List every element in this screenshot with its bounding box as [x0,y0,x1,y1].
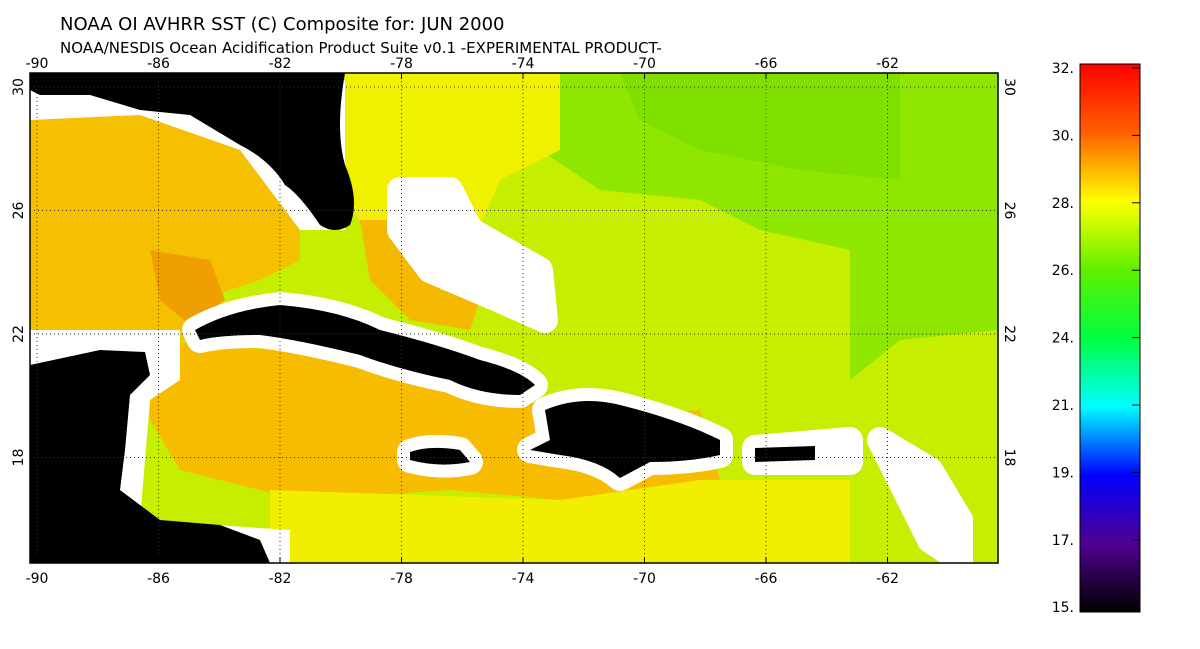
colorbar-label: 30. [1052,128,1074,144]
lon-label-bottom: -62 [876,571,899,587]
lon-label-bottom: -86 [147,571,170,587]
colorbar-label: 26. [1052,263,1074,279]
lon-label-bottom: -66 [755,571,778,587]
lon-label-top: -66 [755,56,778,72]
lat-label-right: 30 [1001,78,1017,96]
lon-label-top: -78 [390,56,413,72]
lon-label-top: -82 [269,56,292,72]
colorbar-label: 21. [1052,398,1074,414]
lon-label-top: -70 [633,56,656,72]
lon-label-top: -86 [147,56,170,72]
colorbar-label: 24. [1052,331,1074,347]
map-frame [29,72,999,564]
lat-label-left: 30 [11,78,27,96]
lon-label-bottom: -70 [633,571,656,587]
colorbar-label: 17. [1052,533,1074,549]
colorbar-label: 28. [1052,196,1074,212]
title: NOAA OI AVHRR SST (C) Composite for: JUN… [60,14,505,35]
sst-field [30,73,998,563]
colorbar-label: 32. [1052,61,1074,77]
subtitle: NOAA/NESDIS Ocean Acidification Product … [60,39,662,57]
colorbar-label: 19. [1052,465,1074,481]
lon-label-top: -90 [26,56,49,72]
lon-label-bottom: -90 [26,571,49,587]
lat-label-left: 18 [11,449,27,467]
colorbar [1079,63,1141,613]
land [30,73,815,563]
lat-label-left: 22 [11,325,27,343]
lon-label-bottom: -82 [269,571,292,587]
lat-label-left: 26 [11,202,27,220]
lat-label-right: 18 [1001,449,1017,467]
colorbar-label: 15. [1052,600,1074,616]
lat-label-right: 26 [1001,202,1017,220]
lon-label-top: -74 [512,56,535,72]
lon-label-bottom: -78 [390,571,413,587]
lat-label-right: 22 [1001,325,1017,343]
lon-label-top: -62 [876,56,899,72]
lon-label-bottom: -74 [512,571,535,587]
